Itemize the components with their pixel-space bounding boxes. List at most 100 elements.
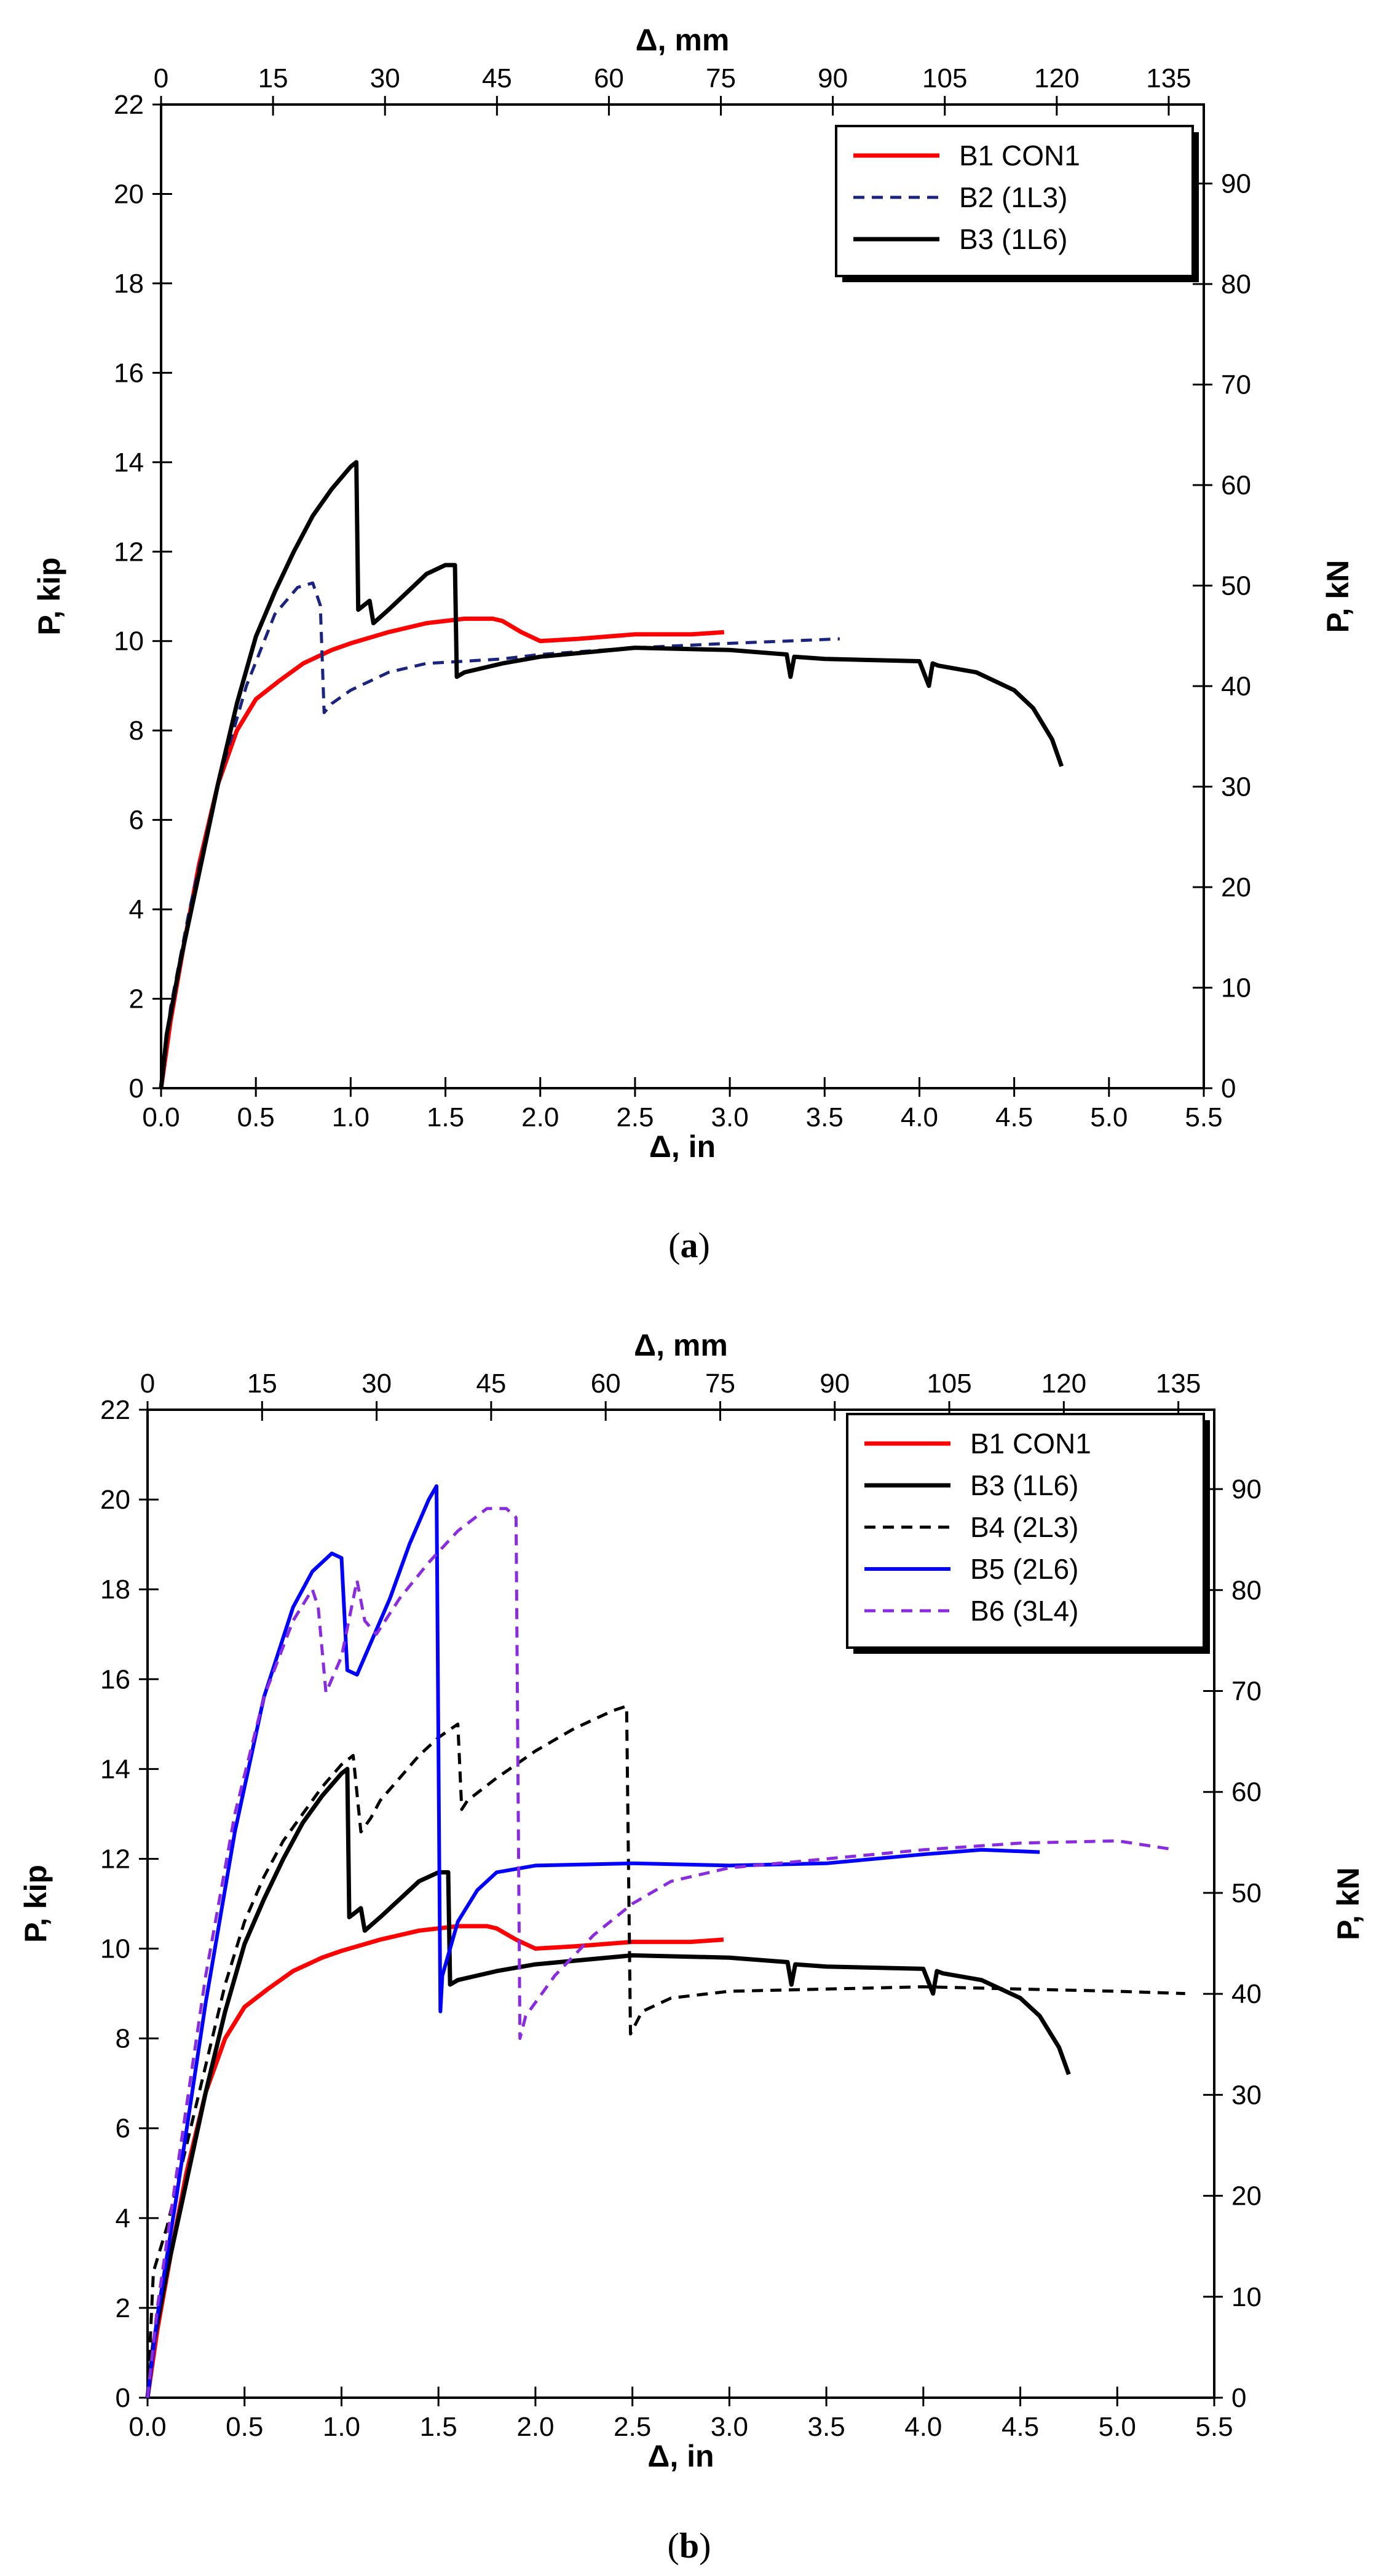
y-tick-label: 18 (100, 1574, 130, 1605)
x-tick-label: 4.0 (901, 1102, 938, 1132)
x-tick-label: 4.5 (995, 1102, 1033, 1132)
x-tick-label: 0.5 (226, 2412, 263, 2442)
x-tick-label: 1.5 (420, 2412, 457, 2442)
x-tick-label: 2.0 (521, 1102, 559, 1132)
y2-tick-label: 50 (1231, 1878, 1262, 1908)
x-tick-label: 1.0 (323, 2412, 360, 2442)
y2-tick-label: 30 (1221, 772, 1251, 802)
y-tick-label: 18 (114, 269, 144, 299)
panel-caption: (a) (668, 1225, 710, 1265)
x-axis-title: Δ, in (649, 1129, 716, 1164)
y2-tick-label: 40 (1221, 671, 1251, 701)
x2-tick-label: 120 (1034, 63, 1079, 93)
x-tick-label: 3.0 (711, 1102, 749, 1132)
legend-label: B2 (1L3) (959, 181, 1067, 213)
x2-tick-label: 105 (922, 63, 967, 93)
y-tick-label: 2 (129, 984, 144, 1014)
y-tick-label: 12 (114, 537, 144, 567)
y-tick-label: 8 (129, 716, 144, 746)
x2-axis-title: Δ, mm (634, 1328, 728, 1362)
y2-tick-label: 0 (1231, 2383, 1246, 2413)
panel-a: 0.0 0.5 1.0 1.5 2.0 2.5 3.0 3.5 4.0 4.5 5.0 5.50 15 3… (32, 23, 1355, 1265)
y2-tick-label: 80 (1231, 1575, 1262, 1605)
x-tick-label: 1.0 (332, 1102, 369, 1132)
x2-tick-label: 15 (247, 1369, 277, 1399)
y-tick-label: 20 (100, 1485, 130, 1515)
series-line-b6-3l4 (146, 1507, 1176, 2398)
y2-tick-label: 0 (1221, 1073, 1236, 1104)
y2-tick-label: 70 (1231, 1677, 1262, 1707)
y-tick-label: 10 (100, 1934, 130, 1964)
x-tick-label: 1.5 (427, 1102, 464, 1132)
series-line-b1-con1 (145, 1924, 724, 2398)
y-tick-label: 4 (129, 895, 144, 925)
x-tick-label: 2.5 (614, 2412, 651, 2442)
y-tick-label: 10 (114, 626, 144, 657)
y2-tick-label: 90 (1231, 1474, 1262, 1504)
x2-tick-label: 135 (1146, 63, 1191, 93)
x-axis-title: Δ, in (647, 2439, 714, 2473)
x2-tick-label: 90 (818, 63, 848, 93)
y2-tick-label: 40 (1231, 1979, 1262, 2009)
y-tick-label: 22 (114, 90, 144, 120)
x2-tick-label: 0 (154, 63, 168, 93)
x2-tick-label: 105 (927, 1369, 971, 1399)
x-tick-label: 0.0 (142, 1102, 180, 1132)
y2-tick-label: 60 (1221, 470, 1251, 500)
y-tick-label: 6 (129, 805, 144, 836)
x-tick-label: 3.0 (711, 2412, 748, 2442)
y-tick-label: 16 (114, 358, 144, 388)
panel-b: 0.0 0.5 1.0 1.5 2.0 2.5 3.0 3.5 4.0 4.5 5.0 5.50 15 3… (18, 1328, 1365, 2566)
legend-box (846, 1413, 1205, 1649)
x-tick-label: 0.0 (128, 2412, 166, 2442)
y-tick-label: 14 (114, 448, 144, 478)
legend-label: B5 (2L6) (970, 1553, 1078, 1585)
plot-frame (146, 1409, 1215, 2399)
panel-caption: (b) (668, 2526, 711, 2566)
y2-axis-title: P, kN (1321, 560, 1355, 633)
legend: B1 CON1 B3 (1L6) B4 (2L3) B5 (2L6) B6 (3L4) (846, 1413, 1210, 1654)
legend: B1 CON1 B2 (1L3) B3 (1L6) (835, 125, 1199, 282)
x2-tick-label: 0 (140, 1369, 155, 1399)
x2-axis-title: Δ, mm (636, 23, 730, 57)
series-line-b4-2l3 (146, 1704, 1185, 2398)
x2-tick-label: 60 (591, 1369, 621, 1399)
x-tick-label: 3.5 (806, 1102, 844, 1132)
y-tick-label: 2 (116, 2293, 130, 2323)
y2-tick-label: 10 (1231, 2282, 1262, 2312)
x-tick-label: 5.5 (1195, 2412, 1233, 2442)
legend-label: B1 CON1 (970, 1428, 1091, 1460)
y2-axis-title: P, kN (1331, 1867, 1365, 1940)
legend-label: B6 (3L4) (970, 1595, 1078, 1627)
plot-frame (160, 103, 1205, 1089)
y-tick-label: 6 (116, 2114, 130, 2144)
y2-tick-label: 20 (1221, 872, 1251, 903)
series-line-b3-1l6 (145, 1766, 1071, 2398)
x-tick-label: 3.5 (808, 2412, 845, 2442)
x2-tick-label: 45 (476, 1369, 506, 1399)
series-line-b2-1l3 (159, 581, 840, 1089)
x2-tick-label: 75 (706, 63, 736, 93)
x-tick-label: 2.0 (516, 2412, 554, 2442)
y-tick-label: 22 (100, 1395, 130, 1425)
y2-tick-label: 80 (1221, 269, 1251, 299)
y2-tick-label: 60 (1231, 1777, 1262, 1808)
x2-tick-label: 75 (705, 1369, 735, 1399)
y-tick-label: 0 (116, 2383, 130, 2413)
x2-tick-label: 45 (482, 63, 512, 93)
y-tick-label: 4 (116, 2203, 130, 2234)
y2-tick-label: 50 (1221, 571, 1251, 601)
y2-tick-label: 70 (1221, 370, 1251, 400)
y2-tick-label: 30 (1231, 2080, 1262, 2110)
y-axis-title: P, kip (18, 1865, 53, 1943)
x2-tick-label: 60 (594, 63, 624, 93)
x-tick-label: 4.0 (904, 2412, 942, 2442)
y-tick-label: 12 (100, 1844, 130, 1874)
legend-label: B3 (1L6) (970, 1469, 1078, 1501)
legend-label: B1 CON1 (959, 140, 1080, 172)
x2-tick-label: 15 (258, 63, 288, 93)
x2-tick-label: 120 (1041, 1369, 1086, 1399)
y-tick-label: 14 (100, 1754, 130, 1784)
y-tick-label: 20 (114, 179, 144, 209)
